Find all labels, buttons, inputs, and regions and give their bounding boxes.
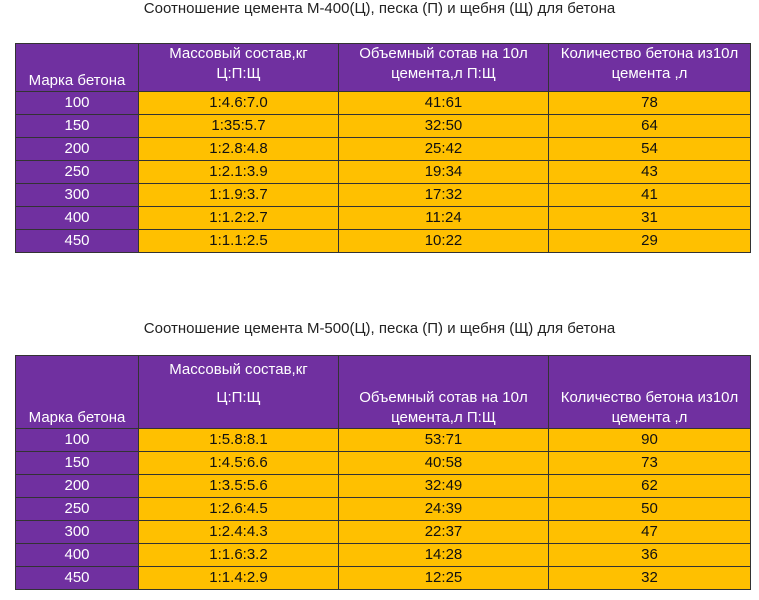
cell: 40:58 [338, 451, 549, 475]
data-row: 200 1:3.5:5.6 32:49 62 [15, 474, 751, 498]
header-line: цемента ,л [611, 409, 688, 426]
cell: 1:2.6:4.5 [138, 497, 339, 521]
data-row: 450 1:1.1:2.5 10:22 29 [15, 229, 751, 253]
cell: 200 [15, 137, 139, 161]
cell: 1:35:5.7 [138, 114, 339, 138]
cell: 1:2.8:4.8 [138, 137, 339, 161]
cell: 300 [15, 520, 139, 544]
cell: 1:5.8:8.1 [138, 428, 339, 452]
cell: 53:71 [338, 428, 549, 452]
cell: 90 [548, 428, 751, 452]
cell: 17:32 [338, 183, 549, 207]
header-cell: Массовый состав,кг Ц:П:Щ [138, 355, 339, 429]
cell: 32:49 [338, 474, 549, 498]
data-table: Марка бетона Массовый состав,кг Ц:П:Щ Объем… [15, 43, 751, 253]
data-row: 150 1:4.5:6.6 40:58 73 [15, 451, 751, 475]
data-row: 250 1:2.6:4.5 24:39 50 [15, 497, 751, 521]
header-row: Марка бетона Массовый состав,кг Ц:П:Щ Объем… [15, 355, 751, 429]
cell: 14:28 [338, 543, 549, 567]
header-line: Количество бетона из10л [560, 389, 739, 406]
cell: 450 [15, 566, 139, 590]
data-row: 100 1:5.8:8.1 53:71 90 [15, 428, 751, 452]
cell: 11:24 [338, 206, 549, 230]
header-cell: Марка бетона [15, 355, 139, 429]
cell: 250 [15, 160, 139, 184]
cell: 36 [548, 543, 751, 567]
cell: 43 [548, 160, 751, 184]
header-line: Объемный сотав на 10л [359, 389, 528, 406]
cell: 54 [548, 137, 751, 161]
header-cell: Массовый состав,кг Ц:П:Щ [138, 43, 339, 92]
cell: 32 [548, 566, 751, 590]
data-row: 400 1:1.2:2.7 11:24 31 [15, 206, 751, 230]
cell: 12:25 [338, 566, 549, 590]
cell: 1:1.4:2.9 [138, 566, 339, 590]
header-cell: Объемный сотав на 10л цемента,л П:Щ [338, 43, 549, 92]
header-cell: Объемный сотав на 10л цемента,л П:Щ [338, 355, 549, 429]
cell: 32:50 [338, 114, 549, 138]
header-cell: Количество бетона из10л цемента ,л [548, 355, 751, 429]
header-line: цемента,л П:Щ [391, 409, 496, 426]
header-line: Ц:П:Щ [216, 65, 261, 82]
header-line: цемента ,л [611, 65, 688, 82]
header-line: Марка бетона [28, 72, 126, 89]
cell: 41 [548, 183, 751, 207]
cell: 29 [548, 229, 751, 253]
table-title: Соотношение цемента М-500(Ц), песка (П) … [143, 320, 616, 337]
data-row: 200 1:2.8:4.8 25:42 54 [15, 137, 751, 161]
cell: 64 [548, 114, 751, 138]
header-line: Массовый состав,кг [169, 361, 308, 378]
header-line: Марка бетона [28, 409, 126, 426]
cell: 1:2.4:4.3 [138, 520, 339, 544]
cell: 19:34 [338, 160, 549, 184]
cell: 1:3.5:5.6 [138, 474, 339, 498]
cell: 100 [15, 428, 139, 452]
cell: 22:37 [338, 520, 549, 544]
cell: 41:61 [338, 91, 549, 115]
cell: 1:1.2:2.7 [138, 206, 339, 230]
cell: 100 [15, 91, 139, 115]
cell: 31 [548, 206, 751, 230]
cell: 25:42 [338, 137, 549, 161]
cell: 400 [15, 206, 139, 230]
cell: 62 [548, 474, 751, 498]
cell: 150 [15, 114, 139, 138]
cell: 400 [15, 543, 139, 567]
cell: 1:1.1:2.5 [138, 229, 339, 253]
cell: 73 [548, 451, 751, 475]
header-cell: Количество бетона из10л цемента ,л [548, 43, 751, 92]
header-line: Количество бетона из10л [560, 45, 739, 62]
cell: 1:4.5:6.6 [138, 451, 339, 475]
header-line: Массовый состав,кг [169, 45, 308, 62]
cell: 47 [548, 520, 751, 544]
data-row: 100 1:4.6:7.0 41:61 78 [15, 91, 751, 115]
header-cell: Марка бетона [15, 43, 139, 92]
header-line: Ц:П:Щ [216, 389, 261, 406]
cell: 1:1.9:3.7 [138, 183, 339, 207]
cell: 150 [15, 451, 139, 475]
header-line: Объемный сотав на 10л [359, 45, 528, 62]
data-row: 300 1:1.9:3.7 17:32 41 [15, 183, 751, 207]
cell: 200 [15, 474, 139, 498]
cell: 10:22 [338, 229, 549, 253]
data-row: 150 1:35:5.7 32:50 64 [15, 114, 751, 138]
data-row: 300 1:2.4:4.3 22:37 47 [15, 520, 751, 544]
cell: 1:1.6:3.2 [138, 543, 339, 567]
cell: 1:4.6:7.0 [138, 91, 339, 115]
header-line: цемента,л П:Щ [391, 65, 496, 82]
cell: 50 [548, 497, 751, 521]
data-row: 250 1:2.1:3.9 19:34 43 [15, 160, 751, 184]
cell: 250 [15, 497, 139, 521]
cell: 450 [15, 229, 139, 253]
cell: 24:39 [338, 497, 549, 521]
data-row: 400 1:1.6:3.2 14:28 36 [15, 543, 751, 567]
header-row: Марка бетона Массовый состав,кг Ц:П:Щ Объем… [15, 43, 751, 92]
cell: 78 [548, 91, 751, 115]
table-title: Соотношение цемента М-400(Ц), песка (П) … [143, 0, 616, 17]
cell: 1:2.1:3.9 [138, 160, 339, 184]
cell: 300 [15, 183, 139, 207]
data-row: 450 1:1.4:2.9 12:25 32 [15, 566, 751, 590]
data-table: Марка бетона Массовый состав,кг Ц:П:Щ Объем… [15, 355, 751, 590]
